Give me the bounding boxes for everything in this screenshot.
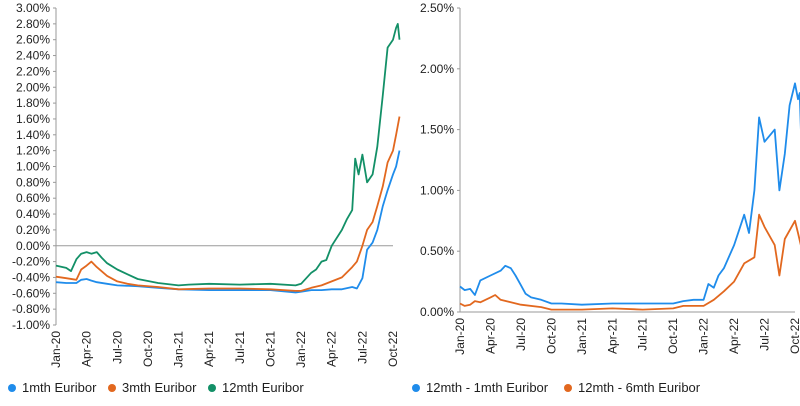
y-tick-label: -0.20%	[12, 255, 50, 269]
legend-label: 12mth Euribor	[222, 380, 304, 395]
legend-label: 12mth - 1mth Euribor	[426, 380, 549, 395]
y-tick-label: 3.00%	[16, 1, 50, 15]
x-tick-label: Oct-21	[263, 331, 277, 367]
x-tick-label: Jul-22	[355, 331, 369, 364]
chart-panel-2: 2.50% 2.00% 1.50% 1.00% 0.50% 0.00%Jan-20 Apr-…	[412, 1, 800, 395]
y-tick-label: 0.40%	[16, 207, 50, 221]
y-tick-label: -0.40%	[12, 270, 50, 284]
legend-label: 3mth Euribor	[122, 380, 197, 395]
legend-marker	[8, 384, 16, 392]
series-line-1	[459, 82, 800, 306]
y-tick-label: 2.40%	[16, 49, 50, 63]
series-line-3	[55, 23, 401, 287]
y-tick-label: 0.00%	[420, 305, 454, 319]
x-tick-label: Oct-22	[386, 331, 400, 367]
x-tick-label: Apr-20	[483, 318, 497, 354]
y-tick-label: 1.80%	[16, 96, 50, 110]
x-tick-label: Oct-20	[141, 331, 155, 367]
x-tick-label: Jan-20	[49, 331, 63, 368]
series-line-2	[55, 116, 401, 292]
x-tick-label: Apr-21	[605, 318, 619, 354]
y-tick-label: -1.00%	[12, 318, 50, 332]
x-tick-label: Jan-22	[294, 331, 308, 368]
x-tick-label: Jan-22	[697, 318, 711, 355]
x-tick-label: Oct-21	[666, 318, 680, 354]
x-tick-label: Jan-21	[575, 318, 589, 355]
x-tick-label: Jul-20	[110, 331, 124, 364]
legend-marker	[412, 384, 420, 392]
y-tick-label: 2.80%	[16, 17, 50, 31]
y-tick-label: 2.20%	[16, 64, 50, 78]
series-line-1	[55, 150, 401, 294]
x-tick-label: Jan-21	[172, 331, 186, 368]
x-tick-label: Apr-20	[80, 331, 94, 367]
y-tick-label: 2.60%	[16, 33, 50, 47]
x-tick-label: Jul-21	[233, 331, 247, 364]
x-tick-label: Apr-22	[727, 318, 741, 354]
legend-marker	[564, 384, 572, 392]
x-tick-label: Oct-20	[544, 318, 558, 354]
y-tick-label: 2.00%	[420, 62, 454, 76]
x-tick-label: Oct-22	[788, 318, 800, 354]
y-tick-label: 0.20%	[16, 223, 50, 237]
x-tick-label: Jan-20	[453, 318, 467, 355]
y-tick-label: 1.00%	[16, 160, 50, 174]
legend-marker	[208, 384, 216, 392]
y-tick-label: 2.50%	[420, 1, 454, 15]
y-tick-label: 0.60%	[16, 191, 50, 205]
y-tick-label: 0.80%	[16, 175, 50, 189]
y-tick-label: 1.50%	[420, 123, 454, 137]
y-tick-label: -0.80%	[12, 302, 50, 316]
x-tick-label: Apr-22	[325, 331, 339, 367]
legend-label: 12mth - 6mth Euribor	[578, 380, 701, 395]
y-tick-label: 1.00%	[420, 183, 454, 197]
x-tick-label: Jul-20	[514, 318, 528, 351]
y-tick-label: 1.40%	[16, 128, 50, 142]
y-tick-label: -0.60%	[12, 286, 50, 300]
series-line-2	[459, 213, 800, 311]
x-tick-label: Jul-21	[636, 318, 650, 351]
x-tick-label: Jul-22	[758, 318, 772, 351]
legend-label: 1mth Euribor	[22, 380, 97, 395]
y-tick-label: 1.60%	[16, 112, 50, 126]
x-tick-label: Apr-21	[202, 331, 216, 367]
y-tick-label: 2.00%	[16, 80, 50, 94]
y-tick-label: 1.20%	[16, 144, 50, 158]
chart-panel-1: 3.00% 2.80% 2.60% 2.40%2.20% 2.00% 1.80% 1.60%…	[8, 1, 401, 395]
y-tick-label: 0.50%	[420, 244, 454, 258]
y-tick-label: 0.00%	[16, 239, 50, 253]
legend-marker	[108, 384, 116, 392]
